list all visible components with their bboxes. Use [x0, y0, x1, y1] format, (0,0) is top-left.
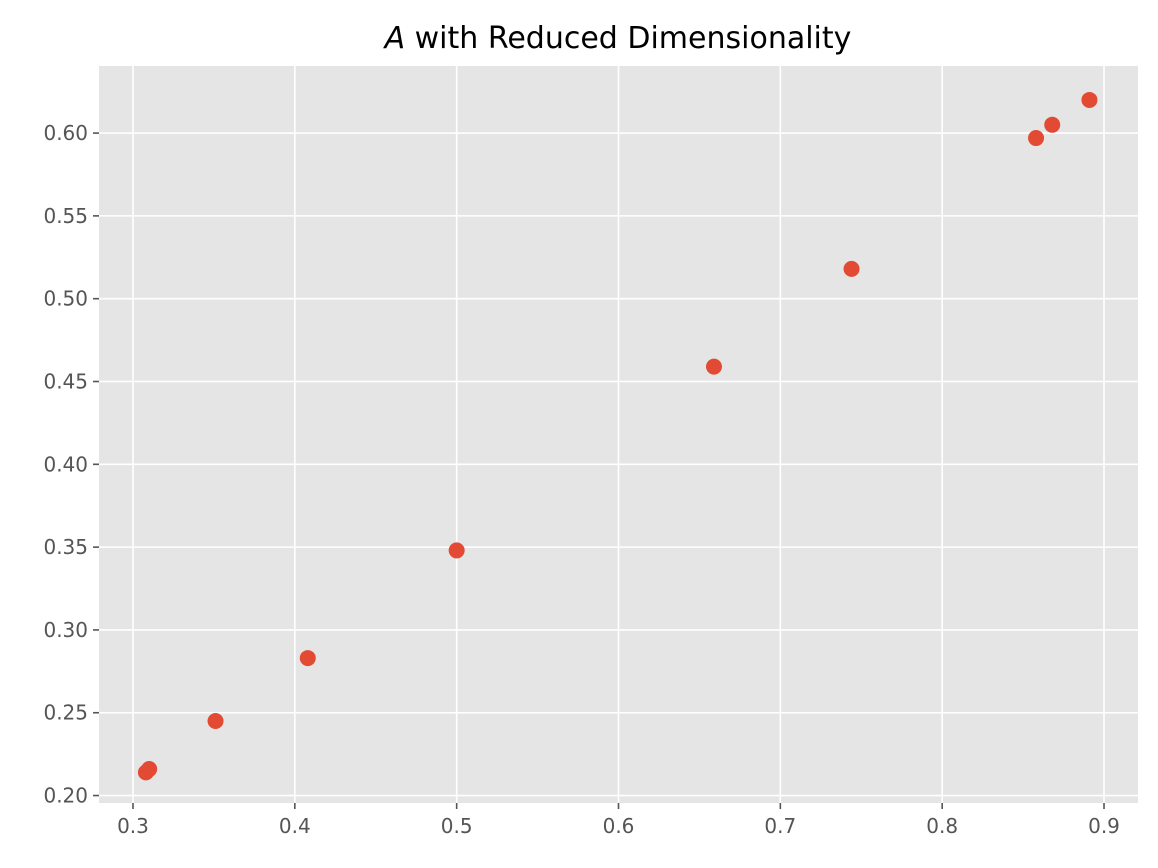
- data-point: [141, 761, 158, 778]
- y-tick-label: 0.20: [43, 784, 88, 808]
- data-point: [843, 260, 860, 277]
- data-point: [299, 650, 316, 667]
- y-tick-label: 0.25: [43, 701, 88, 725]
- x-tick-label: 0.6: [603, 814, 635, 838]
- chart-title-rest: with Reduced Dimensionality: [405, 21, 851, 56]
- y-tick-label: 0.30: [43, 618, 88, 642]
- data-point: [207, 713, 224, 730]
- data-point: [705, 358, 722, 375]
- chart-title: A with Reduced Dimensionality: [383, 21, 852, 56]
- chart-title-symbol: A: [383, 21, 406, 56]
- x-tick-label: 0.5: [441, 814, 473, 838]
- axis-layer: 0.3 0.4 0.5 0.6 0.7 0.8 0.9 0.20 0.25 0.30 0.35 0.4…: [43, 121, 1119, 838]
- x-tick-label: 0.9: [1088, 814, 1120, 838]
- y-tick-label: 0.45: [43, 370, 88, 394]
- x-tick-label: 0.7: [764, 814, 796, 838]
- points-layer: [137, 91, 1098, 781]
- data-point: [1028, 130, 1045, 147]
- y-tick-label: 0.60: [43, 121, 88, 145]
- y-tick-label: 0.50: [43, 287, 88, 311]
- grid-layer: [99, 66, 1138, 803]
- x-tick-label: 0.4: [279, 814, 311, 838]
- y-tick-label: 0.55: [43, 204, 88, 228]
- data-point: [1044, 116, 1061, 133]
- y-tick-label: 0.35: [43, 535, 88, 559]
- x-tick-label: 0.8: [926, 814, 958, 838]
- data-point: [1081, 91, 1098, 108]
- y-tick-label: 0.40: [43, 452, 88, 476]
- data-point: [448, 542, 465, 559]
- x-tick-label: 0.3: [117, 814, 149, 838]
